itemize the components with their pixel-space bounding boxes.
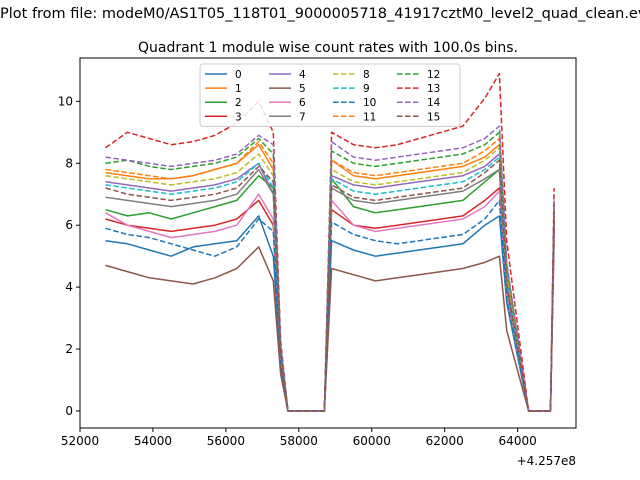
series-line-5 <box>105 240 555 412</box>
legend-label-15: 15 <box>427 111 440 123</box>
chart-title: Quadrant 1 module wise count rates with … <box>138 40 518 56</box>
x-offset-label: +4.257e8 <box>517 454 576 468</box>
y-tick-label: 10 <box>58 94 73 108</box>
legend-label-14: 14 <box>427 97 441 109</box>
legend-label-9: 9 <box>363 83 370 95</box>
legend-label-6: 6 <box>299 97 306 109</box>
series-layer <box>105 72 555 412</box>
series-line-13 <box>105 72 555 412</box>
series-line-10 <box>105 199 555 412</box>
legend-label-13: 13 <box>427 83 440 95</box>
y-tick-label: 0 <box>65 404 73 418</box>
legend-label-10: 10 <box>363 97 376 109</box>
y-tick-label: 8 <box>65 156 73 170</box>
x-tick-label: 52000 <box>61 434 99 448</box>
legend-label-11: 11 <box>363 111 376 123</box>
x-tick-label: 58000 <box>280 434 318 448</box>
y-tick-label: 4 <box>65 280 73 294</box>
legend-label-5: 5 <box>299 83 306 95</box>
series-line-9 <box>105 156 555 412</box>
legend-label-8: 8 <box>363 69 370 81</box>
x-tick-label: 62000 <box>426 434 464 448</box>
legend-label-7: 7 <box>299 111 306 123</box>
series-line-15 <box>105 159 555 412</box>
y-axis: 0 2 4 6 8 10 <box>58 94 80 418</box>
x-tick-label: 54000 <box>134 434 172 448</box>
legend-box <box>199 63 461 127</box>
legend-label-3: 3 <box>235 111 242 123</box>
x-tick-label: 64000 <box>499 434 537 448</box>
legend-label-1: 1 <box>235 83 242 95</box>
y-tick-label: 6 <box>65 218 73 232</box>
y-tick-label: 2 <box>65 342 73 356</box>
legend-label-0: 0 <box>235 69 242 81</box>
plot-frame <box>79 57 577 429</box>
legend-label-12: 12 <box>427 69 440 81</box>
legend-label-4: 4 <box>299 69 306 81</box>
x-tick-label: 56000 <box>207 434 245 448</box>
x-tick-label: 60000 <box>353 434 391 448</box>
legend-label-2: 2 <box>235 97 242 109</box>
x-axis: 52000 54000 56000 58000 60000 62000 64000 <box>61 428 537 448</box>
figure-suptitle: Plot from file: modeM0/AS1T05_118T01_900… <box>0 6 640 22</box>
